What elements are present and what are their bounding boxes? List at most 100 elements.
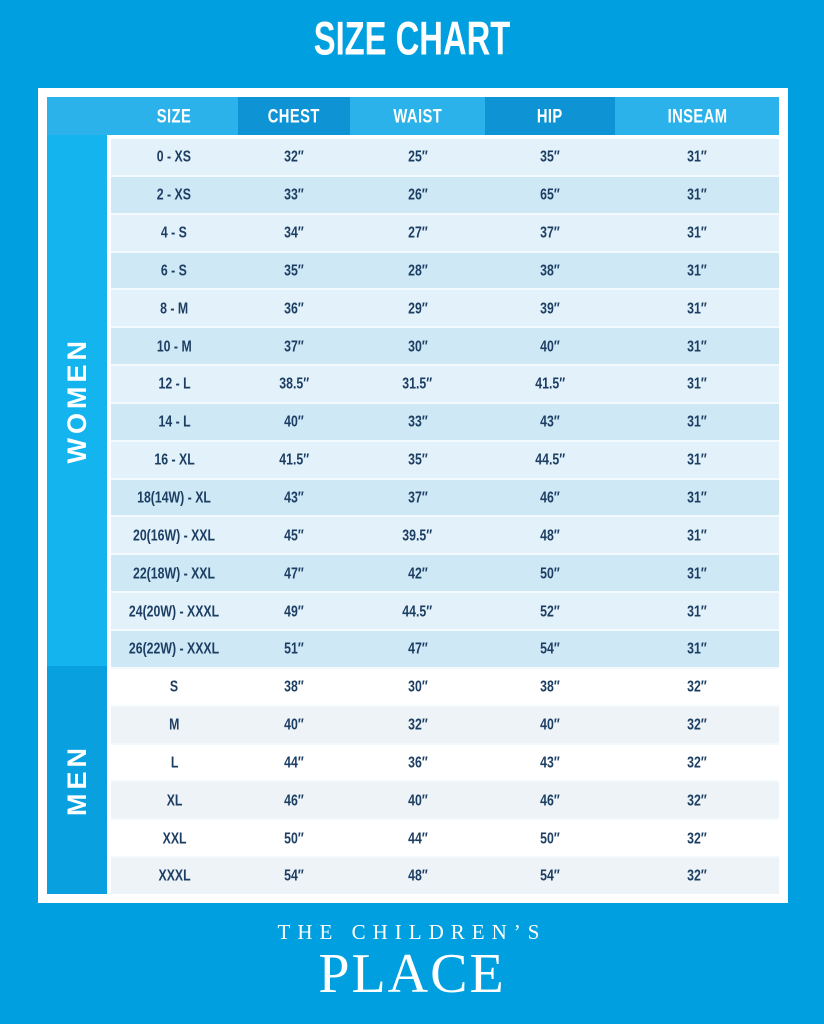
cell-text: 32″ xyxy=(284,147,304,166)
table-row: 8 - M 36″ 29″ 39″ 31″ xyxy=(111,288,779,327)
cell-text: 35″ xyxy=(540,147,560,166)
measurement-cell: 47″ xyxy=(238,564,351,582)
measurement-cell: 32″ xyxy=(350,716,485,734)
cell-text: 42″ xyxy=(407,564,428,583)
measurement-cell: 31″ xyxy=(615,261,779,279)
cell-text: 43″ xyxy=(284,488,304,507)
header-cell-size: SIZE xyxy=(111,97,238,135)
header-cell-chest: CHEST xyxy=(237,97,351,135)
section-band-women: WOMEN xyxy=(47,135,107,667)
header-label-hip: HIP xyxy=(537,104,564,127)
table-body: WOMEN MEN 0 - XS 32″ 25″ 35″ 31″ 2 - XS 33″ 26″ 6… xyxy=(47,135,779,894)
measurement-cell: 50″ xyxy=(238,829,351,848)
cell-text: 41.5″ xyxy=(279,450,309,469)
measurement-cell: 36″ xyxy=(238,299,351,317)
header-label-chest: CHEST xyxy=(267,104,320,127)
cell-text: 40″ xyxy=(284,412,304,431)
measurement-cell: 33″ xyxy=(350,412,485,431)
cell-text: 32″ xyxy=(687,791,708,810)
measurement-cell: 46″ xyxy=(485,489,616,507)
measurement-cell: 32″ xyxy=(615,829,779,847)
measurement-cell: 31″ xyxy=(615,602,779,620)
cell-text: 38.5″ xyxy=(279,374,309,393)
brand-name-bottom: PLACE xyxy=(318,943,506,1005)
cell-text: 18(14W) - XL xyxy=(137,488,212,507)
measurement-cell: 31″ xyxy=(615,224,779,242)
page-title-wrap: SIZE CHART xyxy=(0,12,824,65)
measurement-cell: 46″ xyxy=(238,791,351,809)
table-sidebar: WOMEN MEN xyxy=(47,135,107,894)
measurement-cell: 33″ xyxy=(238,186,351,204)
table-row: 26(22W) - XXXL 51″ 47″ 54″ 31″ xyxy=(111,628,779,667)
cell-text: 27″ xyxy=(407,223,428,242)
header-label-size: SIZE xyxy=(157,104,192,127)
size-cell: M xyxy=(111,716,238,734)
table-row: 16 - XL 41.5″ 35″ 44.5″ 31″ xyxy=(111,439,779,478)
measurement-cell: 44″ xyxy=(238,753,351,771)
cell-text: 31″ xyxy=(687,488,708,507)
measurement-cell: 40″ xyxy=(238,716,351,734)
cell-text: 28″ xyxy=(407,261,428,280)
measurement-cell: 31″ xyxy=(615,299,779,317)
measurement-cell: 38.5″ xyxy=(238,374,351,393)
page-title: SIZE CHART xyxy=(313,12,511,65)
cell-text: 30″ xyxy=(407,337,428,356)
measurement-cell: 32″ xyxy=(615,753,779,772)
table-row: 18(14W) - XL 43″ 37″ 46″ 31″ xyxy=(111,477,779,516)
size-cell: 4 - S xyxy=(111,223,238,242)
measurement-cell: 30″ xyxy=(350,677,485,696)
size-cell: XXXL xyxy=(111,867,238,885)
measurement-cell: 43″ xyxy=(485,413,616,431)
cell-text: 30″ xyxy=(407,677,428,696)
measurement-cell: 44.5″ xyxy=(485,451,616,469)
measurement-cell: 42″ xyxy=(350,564,485,583)
cell-text: 50″ xyxy=(284,829,304,848)
measurement-cell: 35″ xyxy=(485,147,616,166)
measurement-cell: 48″ xyxy=(485,526,616,544)
size-cell: 16 - XL xyxy=(111,451,238,469)
table-row: 24(20W) - XXXL 49″ 44.5″ 52″ 31″ xyxy=(111,591,779,629)
cell-text: 22(18W) - XXL xyxy=(133,564,216,583)
size-cell: 18(14W) - XL xyxy=(111,488,238,507)
cell-text: 38″ xyxy=(540,677,560,696)
size-cell: 8 - M xyxy=(111,299,238,318)
header-cell-inseam: INSEAM xyxy=(615,97,779,135)
size-cell: S xyxy=(111,677,238,696)
cell-text: 50″ xyxy=(540,564,560,583)
cell-text: 35″ xyxy=(407,450,428,469)
size-cell: XXL xyxy=(111,829,238,847)
cell-text: 4 - S xyxy=(161,223,188,242)
cell-text: 2 - XS xyxy=(157,185,192,204)
cell-text: 35″ xyxy=(284,261,304,280)
cell-text: 32″ xyxy=(687,753,708,772)
header-stub xyxy=(47,97,111,135)
measurement-cell: 52″ xyxy=(485,602,616,620)
cell-text: 31″ xyxy=(687,526,708,545)
measurement-cell: 27″ xyxy=(350,223,485,242)
measurement-cell: 34″ xyxy=(238,224,351,242)
cell-text: 25″ xyxy=(407,147,428,166)
cell-text: 8 - M xyxy=(160,299,189,318)
cell-text: 37″ xyxy=(540,223,560,242)
cell-text: 41.5″ xyxy=(535,374,566,393)
size-cell: XL xyxy=(111,791,238,809)
measurement-cell: 28″ xyxy=(350,261,485,280)
table-row: 6 - S 35″ 28″ 38″ 31″ xyxy=(111,250,779,289)
cell-text: 54″ xyxy=(540,866,560,885)
cell-text: 33″ xyxy=(407,412,428,431)
cell-text: 26″ xyxy=(407,185,428,204)
measurement-cell: 31″ xyxy=(615,413,779,431)
cell-text: 47″ xyxy=(407,639,428,658)
measurement-cell: 40″ xyxy=(350,791,485,809)
measurement-cell: 32″ xyxy=(615,716,779,734)
measurement-cell: 37″ xyxy=(350,489,485,507)
cell-text: L xyxy=(170,753,179,772)
cell-text: S xyxy=(170,677,179,696)
measurement-cell: 51″ xyxy=(238,640,351,658)
measurement-cell: 32″ xyxy=(615,678,779,696)
footer: THE CHILDREN’S PLACE xyxy=(0,920,824,1002)
section-band-men: MEN xyxy=(47,666,107,894)
cell-text: 36″ xyxy=(407,753,428,772)
size-cell: 0 - XS xyxy=(111,148,238,166)
